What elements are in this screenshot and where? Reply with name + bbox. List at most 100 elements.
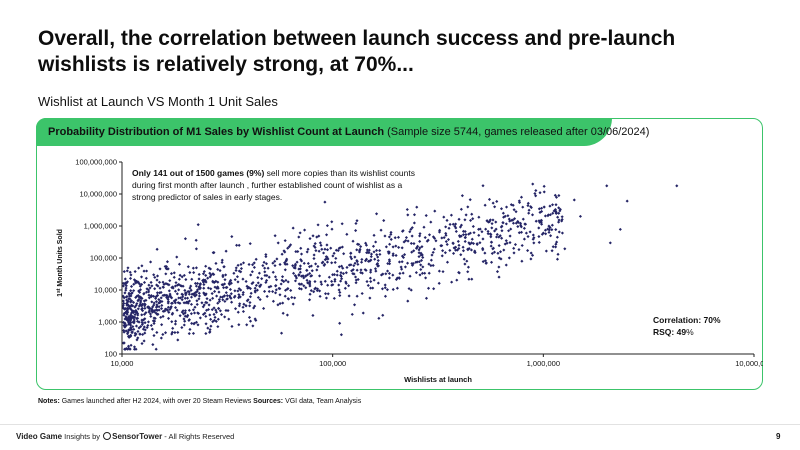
data-point: [542, 190, 546, 194]
svg-text:RSQ: 49%: RSQ: 49%: [653, 327, 694, 337]
data-point: [281, 301, 285, 305]
data-point: [455, 278, 459, 282]
data-point: [331, 254, 335, 258]
data-point: [448, 248, 452, 252]
data-point: [126, 266, 130, 270]
data-point: [421, 255, 425, 260]
data-point: [291, 226, 295, 230]
data-point: [314, 249, 318, 253]
data-point: [531, 237, 535, 241]
data-point: [302, 261, 306, 265]
data-point: [473, 250, 477, 254]
data-point: [177, 296, 181, 300]
data-point: [491, 201, 495, 205]
data-point: [313, 280, 317, 284]
data-point: [216, 317, 220, 321]
data-point: [502, 248, 506, 252]
data-point: [527, 208, 531, 212]
data-point: [198, 316, 202, 320]
data-point: [273, 291, 278, 295]
data-point: [165, 307, 169, 311]
scatter-chart: 10,000 100,000 1,000,000 10,000,000 100 1,00…: [56, 158, 763, 385]
data-point: [383, 234, 387, 238]
data-point: [239, 267, 243, 271]
data-point: [494, 220, 498, 224]
data-point: [139, 275, 144, 279]
data-point: [379, 273, 384, 277]
data-point: [173, 289, 177, 293]
data-point: [325, 248, 330, 252]
data-point: [369, 279, 373, 284]
data-point: [325, 243, 329, 247]
data-point: [427, 233, 432, 237]
data-point: [388, 262, 392, 266]
data-point: [315, 268, 319, 272]
data-point: [550, 223, 554, 227]
data-point: [241, 309, 245, 314]
data-point: [459, 207, 463, 211]
data-point: [501, 211, 505, 215]
data-point: [286, 280, 290, 284]
data-point: [224, 249, 228, 253]
data-point: [136, 307, 140, 311]
data-point: [317, 249, 321, 253]
data-point: [298, 231, 302, 235]
data-point: [504, 222, 508, 226]
data-point: [210, 308, 214, 312]
data-point: [483, 251, 487, 255]
data-point: [459, 253, 463, 257]
data-point: [241, 277, 245, 281]
svg-text:Only 141 out of 1500 games (9%: Only 141 out of 1500 games (9%) sell mor…: [132, 168, 415, 178]
panel-title: Probability Distribution of M1 Sales by …: [48, 126, 385, 138]
data-point: [395, 286, 399, 290]
y-axis-label: 1st Month Units Sold: [56, 229, 64, 297]
data-point: [406, 213, 410, 217]
data-point: [267, 289, 271, 294]
data-point: [418, 234, 422, 238]
data-point: [154, 347, 158, 351]
rsq-label: RSQ:: [653, 327, 677, 337]
data-point: [341, 272, 346, 276]
data-point: [442, 236, 446, 240]
data-point: [191, 308, 196, 312]
data-point: [273, 264, 277, 268]
data-point: [484, 227, 488, 231]
data-point: [366, 283, 370, 288]
data-point: [387, 276, 391, 280]
data-point: [526, 234, 530, 239]
data-point: [149, 280, 153, 284]
data-point: [206, 286, 210, 290]
data-point: [555, 240, 559, 244]
data-point: [155, 330, 159, 335]
data-point: [208, 328, 212, 332]
data-point: [140, 264, 144, 268]
data-point: [236, 280, 240, 284]
data-point: [216, 325, 220, 329]
data-point: [431, 250, 435, 254]
data-point: [557, 218, 561, 222]
y-axis-label-pre: 1: [57, 293, 64, 297]
data-point: [529, 205, 533, 210]
data-point: [383, 286, 387, 290]
data-point: [265, 294, 269, 298]
data-point: [175, 292, 179, 296]
data-point: [549, 234, 553, 238]
data-point: [332, 251, 336, 255]
data-point: [152, 321, 156, 326]
data-point: [157, 305, 161, 309]
data-point: [447, 226, 451, 230]
data-point: [194, 284, 198, 288]
data-point: [563, 247, 567, 251]
data-point: [207, 303, 211, 307]
data-point: [197, 294, 202, 298]
data-point: [424, 213, 428, 218]
data-point: [278, 262, 282, 266]
data-point: [197, 297, 201, 301]
data-point: [371, 244, 376, 248]
data-point: [190, 321, 194, 325]
data-point: [388, 242, 392, 246]
data-point: [276, 241, 280, 245]
data-point: [308, 298, 312, 302]
data-point: [552, 209, 556, 213]
data-point: [123, 291, 127, 295]
